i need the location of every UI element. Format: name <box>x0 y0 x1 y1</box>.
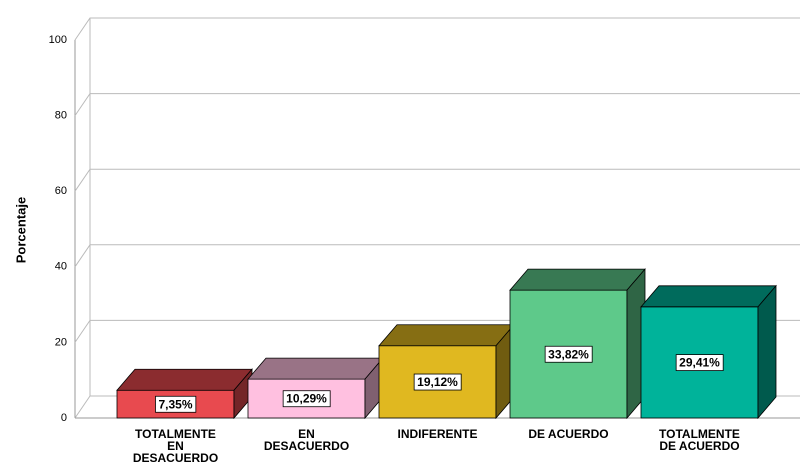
x-tick-label: TOTALMENTE EN DESACUERDO <box>133 427 218 465</box>
bar <box>509 268 646 420</box>
x-tick-label: TOTALMENTE DE ACUERDO <box>659 427 740 453</box>
y-tick-label: 100 <box>49 34 67 46</box>
y-tick-label: 0 <box>61 412 67 424</box>
value-label-box <box>544 345 593 363</box>
x-tick-label: INDIFERENTE <box>397 427 477 441</box>
bar <box>116 368 253 420</box>
value-label-box <box>155 395 197 413</box>
y-tick-label: 60 <box>55 185 67 197</box>
grid-line <box>74 244 800 268</box>
y-tick-label: 40 <box>55 261 67 273</box>
grid-line <box>74 17 800 41</box>
bar-top <box>509 268 646 291</box>
y-tick-label: 80 <box>55 110 67 122</box>
value-label: 33,82% <box>548 347 589 361</box>
value-label-box <box>282 390 331 408</box>
value-label: 10,29% <box>286 392 327 406</box>
grid-line <box>74 168 800 192</box>
x-tick-label: DE ACUERDO <box>528 427 608 441</box>
value-label: 29,41% <box>679 356 720 370</box>
bar-top <box>247 357 384 380</box>
x-tick-label: EN DESACUERDO <box>264 427 349 453</box>
value-label: 7,35% <box>158 397 192 411</box>
bar-front <box>378 345 497 419</box>
y-axis-label: Porcentaje <box>13 197 28 263</box>
y-tick-label: 20 <box>55 336 67 348</box>
value-label-box <box>413 373 462 391</box>
value-label-box <box>675 354 724 371</box>
bar-top <box>378 324 515 347</box>
bar <box>378 323 515 420</box>
grid-line <box>74 93 800 116</box>
bar <box>640 284 777 420</box>
bar-side <box>757 284 777 420</box>
bar <box>247 357 384 420</box>
value-label: 19,12% <box>417 375 458 389</box>
bar-top <box>640 285 777 308</box>
bar-top <box>116 368 253 391</box>
